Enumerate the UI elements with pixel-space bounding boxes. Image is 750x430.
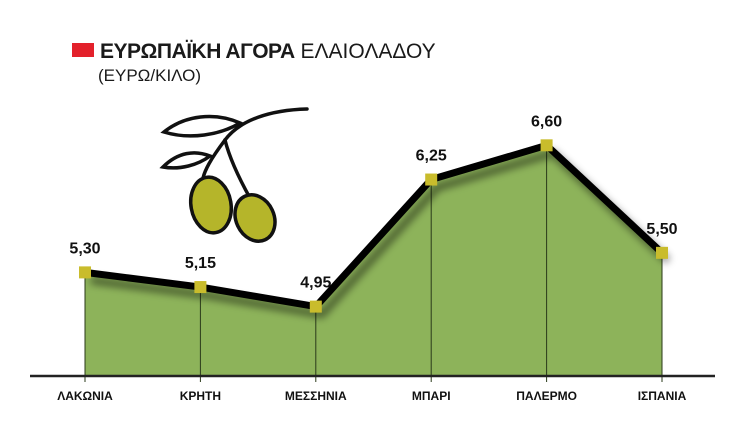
category-label: ΛΑΚΩΝΙΑ: [57, 389, 113, 403]
data-point: [79, 266, 91, 279]
series-line: [84, 141, 665, 311]
title-bold: ΕΥΡΩΠΑΪΚΗ ΑΓΟΡΑ: [100, 40, 295, 63]
data-label: 6,25: [416, 148, 447, 165]
data-label: 6,60: [531, 113, 562, 130]
data-point: [194, 281, 207, 294]
data-label: 5,30: [69, 240, 100, 257]
data-point: [425, 173, 438, 186]
chart-title: ΕΥΡΩΠΑΪΚΗ ΑΓΟΡΑ ΕΛΑΙΟΛΑΔΟΥ: [72, 40, 436, 64]
title-square-icon: [72, 43, 94, 57]
data-label: 4,95: [300, 275, 331, 292]
data-label: 5,50: [646, 221, 677, 238]
data-point: [656, 246, 668, 259]
chart-subtitle: (ΕΥΡΩ/ΚΙΛΟ): [98, 66, 202, 85]
area-fill: [85, 145, 662, 376]
olive-branch-icon: [159, 107, 309, 243]
category-label: ΠΑΛΕΡΜΟ: [516, 389, 577, 403]
data-point: [309, 300, 322, 313]
data-label: 5,15: [185, 255, 216, 272]
category-label: ΜΕΣΣΗΝΙΑ: [285, 389, 347, 403]
data-point: [540, 139, 553, 152]
category-label: ΜΠΑΡΙ: [412, 389, 451, 403]
category-label: ΚΡΗΤΗ: [180, 389, 221, 403]
category-label: ΙΣΠΑΝΙΑ: [638, 389, 687, 403]
title-rest: ΕΛΑΙΟΛΑΔΟΥ: [300, 40, 436, 63]
